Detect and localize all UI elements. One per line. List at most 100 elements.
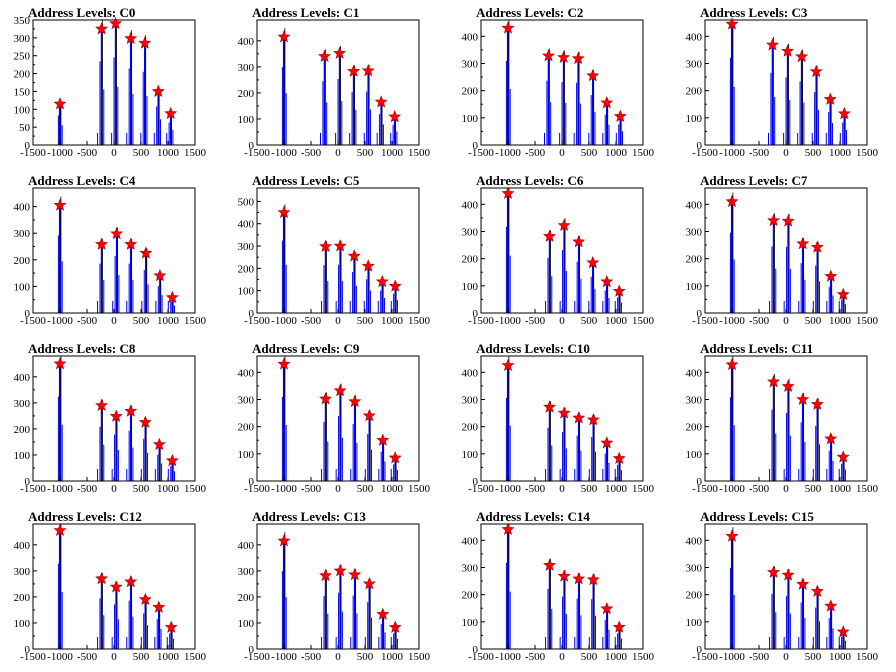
- peak-marker: [823, 92, 837, 105]
- peak-marker: [796, 577, 810, 590]
- histogram-spike: [368, 583, 371, 649]
- x-tick-label: -1000: [719, 147, 745, 159]
- y-tick-label: 100: [686, 617, 703, 629]
- peak-marker: [376, 433, 390, 446]
- x-tick-label: 0: [559, 147, 565, 159]
- x-tick-label: 0: [335, 147, 341, 159]
- chart-panel-13: Address Levels: C13 0 100 200 300 400 -1500 -10…: [224, 504, 448, 672]
- histogram-spike: [618, 627, 621, 649]
- histogram-spike: [800, 56, 803, 145]
- peak-marker: [586, 68, 600, 82]
- chart-svg: 0 50 100 150 200 250 300 350 -1500 -1000 -500 0 500 1…: [14, 15, 207, 159]
- peak-marker: [612, 451, 626, 464]
- chart-svg: 0 100 200 300 400 -1500 -1000 -500 0 500 1000 1500: [686, 355, 879, 495]
- histogram-spike: [618, 291, 621, 313]
- x-tick-label: 500: [581, 483, 598, 495]
- peak-marker: [600, 96, 614, 109]
- peak-marker: [836, 625, 850, 638]
- chart-svg: 0 100 200 300 400 -1500 -1000 -500 0 500 1000 1500: [462, 19, 655, 159]
- peak-marker: [277, 205, 291, 219]
- peak-marker: [361, 259, 375, 272]
- x-tick-label: -1500: [20, 147, 46, 159]
- histogram-spike: [562, 57, 565, 145]
- histogram-spike: [801, 584, 804, 649]
- x-tick-label: 0: [559, 483, 565, 495]
- x-tick-label: 0: [111, 651, 117, 663]
- histogram-spike: [592, 419, 595, 481]
- peak-marker: [164, 106, 178, 120]
- y-tick-label: 200: [238, 88, 255, 100]
- chart-title: Address Levels: C13: [252, 509, 366, 524]
- peak-marker: [361, 63, 375, 77]
- histogram-spike: [129, 581, 132, 649]
- peak-marker: [333, 239, 347, 252]
- x-tick-label: 0: [783, 315, 789, 327]
- y-tick-label: 200: [462, 254, 479, 266]
- peak-marker: [767, 565, 781, 578]
- peak-marker: [53, 198, 67, 211]
- x-tick-label: 1000: [157, 315, 180, 327]
- x-tick-label: 0: [111, 315, 117, 327]
- histogram-spike: [829, 99, 832, 145]
- x-tick-label: -1500: [244, 483, 270, 495]
- histogram-spike: [338, 53, 341, 145]
- histogram-spike: [282, 212, 286, 313]
- x-tick-label: 1000: [829, 483, 852, 495]
- y-tick-label: 500: [238, 196, 255, 208]
- x-tick-label: 0: [111, 483, 117, 495]
- y-tick-label: 300: [14, 228, 31, 240]
- x-tick-label: -1000: [271, 147, 297, 159]
- chart-panel-1: Address Levels: C1 0 100 200 300 400 -1500 -100…: [224, 0, 448, 168]
- peak-marker: [277, 357, 291, 370]
- x-tick-label: -1000: [719, 483, 745, 495]
- y-tick-label: 100: [238, 114, 255, 126]
- x-tick-label: 1500: [856, 315, 879, 327]
- x-tick-label: -1000: [271, 315, 297, 327]
- x-tick-label: -500: [525, 483, 546, 495]
- y-tick-label: 300: [238, 62, 255, 74]
- histogram-spike: [58, 363, 62, 481]
- y-tick-label: 100: [686, 281, 703, 293]
- x-tick-label: -1500: [468, 483, 494, 495]
- peak-marker: [333, 46, 347, 59]
- y-tick-label: 0: [25, 644, 31, 656]
- y-tick-label: 200: [686, 254, 703, 266]
- y-tick-label: 0: [249, 308, 255, 320]
- x-tick-label: -500: [525, 315, 546, 327]
- x-tick-label: -500: [749, 483, 770, 495]
- histogram-spike: [506, 365, 510, 481]
- y-tick-label: 0: [25, 140, 31, 152]
- histogram-spike: [801, 399, 804, 481]
- x-tick-label: 1500: [632, 483, 655, 495]
- histogram-spike: [367, 70, 370, 145]
- histogram-spike: [787, 575, 789, 649]
- x-tick-label: 1500: [632, 147, 655, 159]
- peak-marker: [767, 375, 781, 388]
- x-tick-label: 1000: [157, 483, 180, 495]
- x-tick-label: 500: [581, 147, 598, 159]
- x-tick-label: -1500: [692, 315, 718, 327]
- y-tick-label: 0: [473, 308, 479, 320]
- x-tick-label: 0: [783, 147, 789, 159]
- peak-marker: [572, 411, 586, 424]
- peak-marker: [725, 529, 739, 542]
- x-tick-label: 1500: [184, 315, 207, 327]
- histogram-spike: [324, 575, 327, 649]
- histogram-spike: [577, 578, 580, 649]
- x-tick-label: -1500: [244, 651, 270, 663]
- peak-marker: [388, 620, 402, 633]
- histogram-spike: [100, 244, 103, 313]
- y-tick-label: 300: [462, 394, 479, 406]
- peak-marker: [767, 213, 781, 227]
- histogram-spike: [171, 297, 174, 313]
- y-tick-label: 0: [473, 140, 479, 152]
- peak-marker: [388, 451, 402, 464]
- histogram-spike: [730, 24, 734, 145]
- histogram-spike: [368, 415, 371, 481]
- peak-marker: [600, 274, 614, 288]
- histogram-spike: [547, 55, 550, 146]
- x-tick-label: 500: [805, 147, 822, 159]
- peak-marker: [781, 44, 795, 57]
- y-tick-label: 100: [462, 281, 479, 293]
- peak-marker: [319, 568, 333, 582]
